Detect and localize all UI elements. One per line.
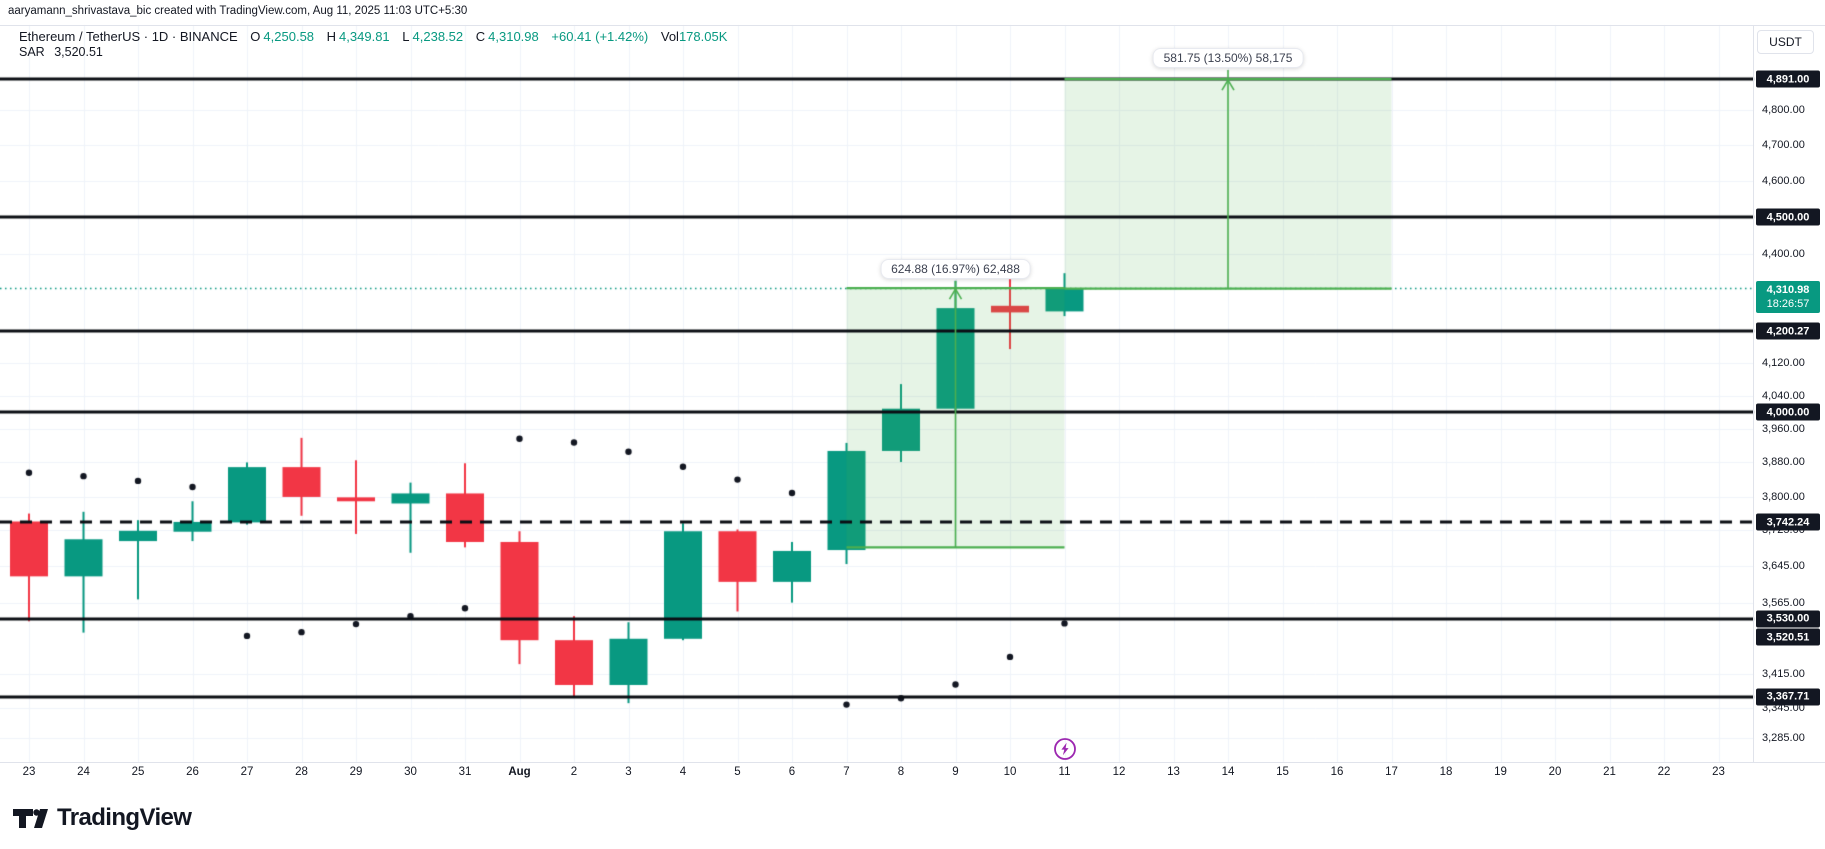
low-value: 4,238.52 [412,29,464,44]
time-axis-label: 23 [1712,766,1725,778]
sar-value-badge: 3,520.51 [1756,628,1820,646]
time-axis-label: 31 [458,766,472,778]
price-tick-label: 3,645.00 [1762,559,1805,572]
symbol-title: Ethereum / TetherUS · 1D · BINANCE [19,29,238,44]
price-tick-label: 4,120.00 [1762,357,1805,370]
price-axis-divider [1753,25,1754,762]
bar-countdown: 18:26:57 [1766,298,1810,311]
time-axis-label: 3 [625,766,632,778]
time-axis-label: 26 [186,766,199,778]
tradingview-logo-text: TradingView [57,804,192,831]
price-tick-label: 4,400.00 [1762,248,1805,261]
low-label: L [402,29,410,44]
price-line-badge: 4,891.00 [1756,70,1820,88]
tradingview-logo-mark [13,808,48,828]
symbol-legend: Ethereum / TetherUS · 1D · BINANCE O 4,25… [19,29,730,44]
time-axis-label: 8 [897,766,905,778]
current-price-badge: 4,310.98 18:26:57 [1756,281,1820,314]
price-axis[interactable]: USDT 4,800.00 4,700.00 4,600.00 4,400.00 4,1… [1753,0,1825,849]
time-axis-label: 13 [1167,766,1180,778]
price-tick-label: 3,285.00 [1762,732,1805,745]
price-line-badge: 3,367.71 [1756,688,1820,706]
time-axis-label: 16 [1330,766,1344,778]
top-divider [0,25,1825,26]
price-tick-label: 4,600.00 [1762,174,1805,187]
time-axis[interactable]: 23 24 25 26 27 28 29 30 31 Aug 2 3 4 5 6 7 8 9 10 11 12 13 14 1… [0,762,1825,792]
price-tick-label: 3,415.00 [1762,667,1805,680]
price-line-badge: 3,530.00 [1756,610,1820,628]
time-axis-label: 12 [1112,766,1126,778]
close-label: C [475,29,486,44]
price-tick-label: 3,880.00 [1762,456,1805,469]
price-tick-label: 3,565.00 [1762,596,1805,609]
currency-toggle-button[interactable]: USDT [1757,30,1814,54]
time-axis-label: 23 [22,766,36,778]
current-price-value: 4,310.98 [1766,284,1810,297]
time-axis-label: 29 [349,766,363,778]
time-axis-label: 27 [240,766,254,778]
time-axis-label: 24 [77,766,90,778]
time-axis-label: 25 [131,766,145,778]
time-axis-label: 4 [679,766,687,778]
time-axis-label: 15 [1276,766,1289,778]
time-axis-label: 21 [1603,766,1616,778]
time-axis-label: 14 [1221,766,1235,778]
time-axis-label: 19 [1494,766,1507,778]
time-axis-label: 2 [570,766,578,778]
time-axis-label: 6 [788,766,796,778]
time-axis-label: 18 [1439,766,1453,778]
tradingview-logo[interactable]: TradingView [12,804,192,832]
time-axis-label: 22 [1657,766,1671,778]
time-axis-label: 7 [843,766,850,778]
time-axis-label: 20 [1548,766,1562,778]
price-line-badge: 4,000.00 [1756,403,1820,421]
lightning-event-icon[interactable] [1053,737,1077,761]
high-value: 4,349.81 [339,29,390,44]
time-axis-label: 17 [1385,766,1398,778]
time-axis-label: 11 [1058,766,1071,778]
time-axis-label: 30 [404,766,417,778]
volume-label: Vol [660,29,679,44]
time-axis-label: Aug [508,766,531,778]
time-axis-label: 28 [295,766,308,778]
time-axis-label: 5 [734,766,741,778]
price-line-badge: 4,500.00 [1756,208,1820,226]
price-tick-label: 4,700.00 [1762,139,1805,151]
time-axis-divider [0,762,1825,763]
sar-label: SAR [19,45,45,59]
price-line-badge: 4,200.27 [1756,322,1820,340]
price-line-badge: 3,742.24 [1756,513,1820,531]
price-range-label-1[interactable]: 624.88 (16.97%) 62,488 [880,259,1031,279]
close-value: 4,310.98 [488,29,539,44]
price-tick-label: 4,040.00 [1762,389,1805,402]
time-axis-label: 9 [952,766,959,778]
price-tick-label: 3,960.00 [1762,422,1805,435]
high-label: H [326,29,337,44]
sar-indicator-legend: SAR 3,520.51 [19,45,109,59]
change-value: +60.41 (+1.42%) [551,29,649,44]
time-axis-label: 10 [1003,766,1017,778]
sar-value: 3,520.51 [54,45,103,59]
price-range-label-2[interactable]: 581.75 (13.50%) 58,175 [1152,48,1304,68]
price-tick-label: 4,800.00 [1762,104,1805,117]
price-tick-label: 3,800.00 [1762,490,1805,503]
attribution-text: aaryamann_shrivastava_bic created with T… [8,5,468,17]
open-label: O [250,29,261,44]
volume-value: 178.05K [678,29,728,44]
open-value: 4,250.58 [263,29,315,44]
